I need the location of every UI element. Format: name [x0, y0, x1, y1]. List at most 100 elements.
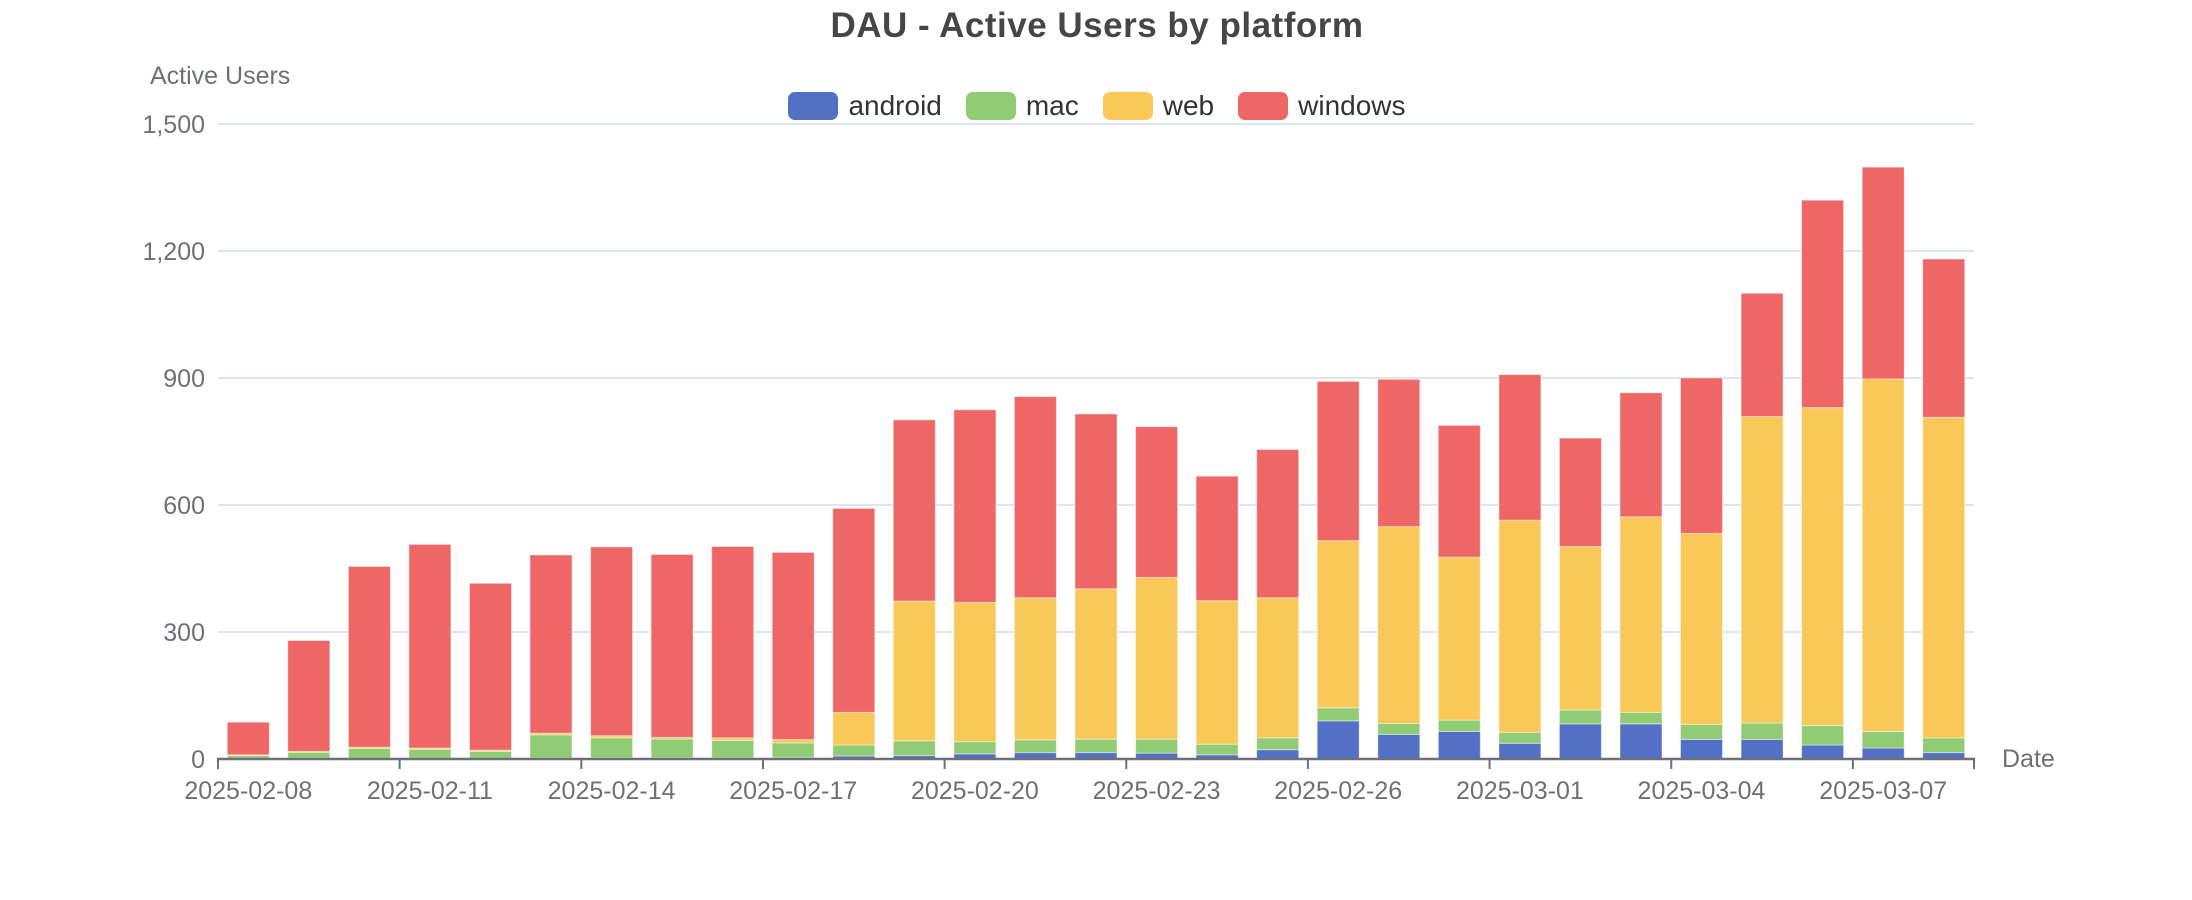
bar-segment-windows[interactable]: [1195, 475, 1239, 602]
bar-segment-mac[interactable]: [1013, 739, 1057, 754]
bar-segment-mac[interactable]: [529, 734, 573, 759]
bar-segment-windows[interactable]: [1316, 380, 1360, 542]
bar-segment-mac[interactable]: [892, 740, 936, 757]
bar-segment-web[interactable]: [1558, 546, 1602, 711]
bar-segment-android[interactable]: [1801, 744, 1845, 760]
bar-segment-mac[interactable]: [1437, 719, 1481, 732]
bar-segment-windows[interactable]: [469, 582, 512, 751]
bar-segment-android[interactable]: [1740, 739, 1784, 760]
bar-segment-web[interactable]: [1437, 556, 1481, 721]
legend-label: android: [848, 90, 942, 121]
y-tick-label: 0: [191, 746, 205, 774]
bar-segment-web[interactable]: [771, 739, 815, 744]
bar-segment-web[interactable]: [832, 711, 876, 746]
bar-segment-mac[interactable]: [1316, 707, 1360, 722]
bar-segment-windows[interactable]: [1377, 378, 1421, 528]
bar-segment-windows[interactable]: [408, 543, 452, 749]
bar-segment-web[interactable]: [1740, 416, 1784, 724]
bar-segment-windows[interactable]: [1922, 258, 1966, 418]
bar-segment-windows[interactable]: [1740, 292, 1784, 417]
bar-segment-android[interactable]: [1558, 723, 1602, 760]
bar-segment-windows[interactable]: [1013, 396, 1057, 599]
bar-segment-windows[interactable]: [1498, 374, 1542, 521]
bar-segment-web[interactable]: [1013, 597, 1057, 741]
bar-segment-windows[interactable]: [1256, 449, 1300, 599]
bar-segment-windows[interactable]: [590, 546, 634, 737]
bar-segment-web[interactable]: [1619, 516, 1663, 714]
x-axis-title: Date: [2002, 745, 2055, 773]
bar-segment-android[interactable]: [1316, 720, 1360, 760]
bar-segment-mac[interactable]: [1619, 711, 1663, 725]
legend-item-windows[interactable]: windows: [1238, 92, 1406, 120]
bar-segment-windows[interactable]: [650, 554, 694, 738]
bar-segment-web[interactable]: [1256, 597, 1300, 739]
bar-segment-mac[interactable]: [408, 748, 452, 759]
bar-segment-mac[interactable]: [1558, 709, 1602, 725]
bar-segment-mac[interactable]: [347, 747, 391, 759]
bar-segment-web[interactable]: [1074, 588, 1118, 740]
bar-segment-windows[interactable]: [1861, 166, 1905, 380]
legend-item-web[interactable]: web: [1102, 92, 1214, 120]
bar-segment-windows[interactable]: [832, 507, 876, 713]
x-tick-label: 2025-02-23: [1093, 777, 1221, 805]
bar-segment-web[interactable]: [1135, 576, 1179, 740]
bar-segment-web[interactable]: [1498, 519, 1542, 733]
bar-segment-mac[interactable]: [771, 742, 815, 758]
bar-segment-mac[interactable]: [1922, 737, 1966, 754]
bar-segment-web[interactable]: [1680, 532, 1723, 725]
bar-segment-web[interactable]: [953, 601, 997, 743]
bar-segment-web[interactable]: [1922, 416, 1966, 739]
x-tick-label: 2025-02-17: [729, 777, 857, 805]
bar-segment-windows[interactable]: [1801, 199, 1845, 409]
y-tick-label: 900: [163, 365, 205, 393]
bar-segment-android[interactable]: [1377, 733, 1421, 760]
bar-segment-windows[interactable]: [1558, 437, 1602, 548]
bar-segment-web[interactable]: [1861, 378, 1905, 732]
bar-segment-mac[interactable]: [1135, 738, 1179, 754]
bar-segment-windows[interactable]: [1680, 377, 1723, 534]
bar-segment-mac[interactable]: [1740, 722, 1784, 740]
bar-segment-windows[interactable]: [1074, 413, 1118, 590]
bar-segment-windows[interactable]: [226, 721, 270, 756]
legend-item-android[interactable]: android: [788, 90, 942, 121]
bar-segment-android[interactable]: [1680, 739, 1723, 760]
bar-segment-mac[interactable]: [1195, 743, 1239, 756]
bar-segment-mac[interactable]: [1377, 722, 1421, 735]
legend-swatch-web: [1102, 92, 1153, 120]
bar-segment-android[interactable]: [1861, 747, 1905, 760]
bar-segment-windows[interactable]: [711, 546, 755, 739]
legend-item-mac[interactable]: mac: [965, 92, 1079, 120]
bar-segment-windows[interactable]: [529, 554, 573, 734]
bar-segment-android[interactable]: [1437, 731, 1481, 760]
bar-segment-mac[interactable]: [590, 737, 634, 759]
x-tick-label: 2025-03-07: [1819, 777, 1947, 805]
bar-segment-windows[interactable]: [1135, 426, 1179, 578]
bar-segment-windows[interactable]: [1437, 424, 1481, 558]
bar-segment-web[interactable]: [1801, 407, 1845, 726]
bar-segment-android[interactable]: [1498, 742, 1542, 760]
bar-segment-mac[interactable]: [1861, 731, 1905, 749]
bar-segment-windows[interactable]: [953, 409, 997, 603]
bar-segment-windows[interactable]: [892, 419, 936, 602]
bar-segment-mac[interactable]: [469, 750, 512, 759]
bar-segment-web[interactable]: [1195, 600, 1239, 745]
bar-segment-mac[interactable]: [832, 744, 876, 757]
bar-segment-android[interactable]: [1256, 749, 1300, 760]
bar-segment-windows[interactable]: [347, 565, 391, 748]
bar-segment-web[interactable]: [892, 600, 936, 742]
bar-segment-web[interactable]: [1377, 526, 1421, 724]
bar-segment-mac[interactable]: [711, 739, 755, 759]
bar-segment-windows[interactable]: [771, 551, 815, 741]
bar-segment-mac[interactable]: [650, 738, 694, 759]
bar-segment-mac[interactable]: [287, 751, 331, 759]
bar-segment-windows[interactable]: [287, 640, 331, 752]
bar-segment-mac[interactable]: [1074, 738, 1118, 754]
bar-segment-mac[interactable]: [1498, 731, 1542, 744]
bar-segment-web[interactable]: [1316, 540, 1360, 709]
bar-segment-mac[interactable]: [953, 741, 997, 755]
bar-segment-mac[interactable]: [1256, 737, 1300, 751]
bar-segment-mac[interactable]: [1680, 723, 1723, 740]
bar-segment-mac[interactable]: [1801, 725, 1845, 746]
bar-segment-windows[interactable]: [1619, 392, 1663, 518]
bar-segment-android[interactable]: [1619, 723, 1663, 760]
